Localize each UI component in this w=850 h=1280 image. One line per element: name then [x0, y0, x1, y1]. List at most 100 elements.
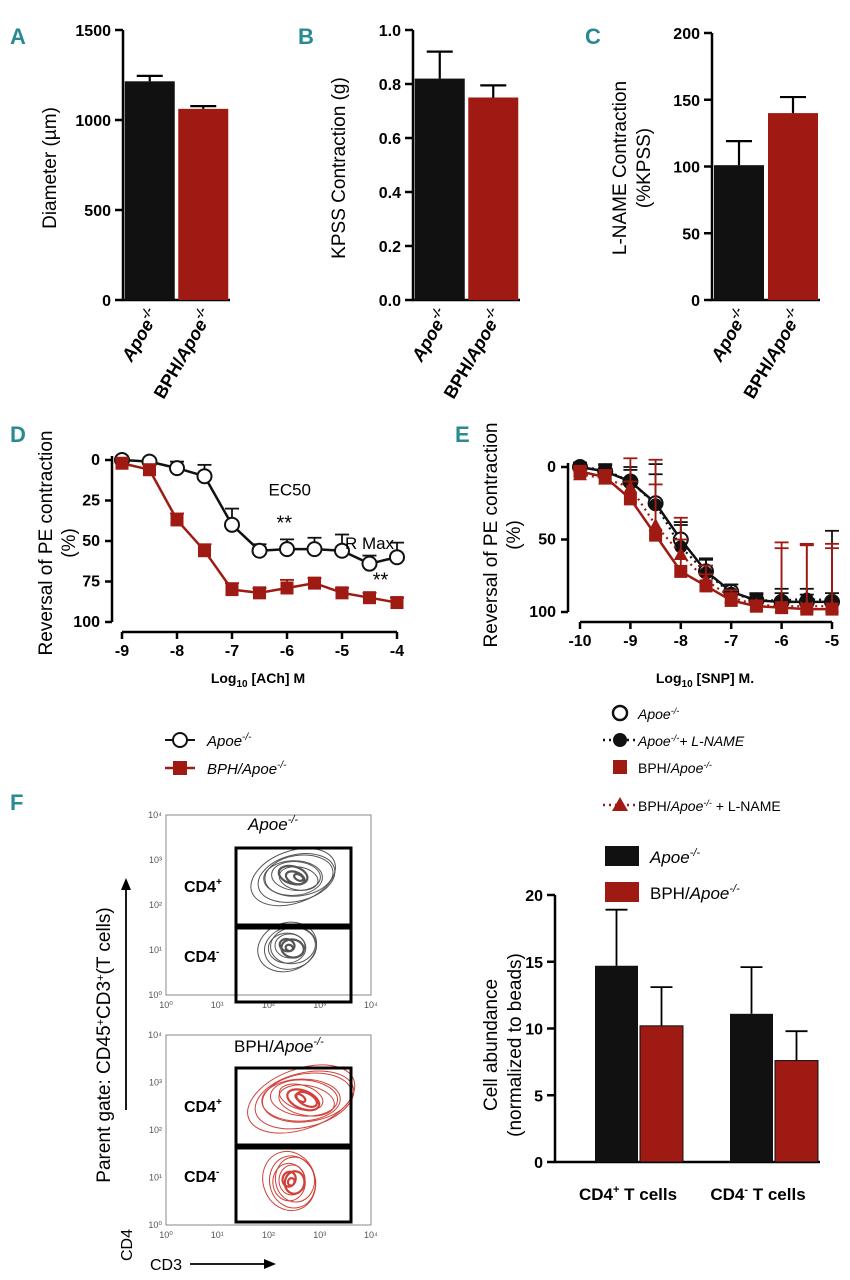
chart-c-category-1: BPH/Apoe-/-	[737, 304, 807, 402]
chart-b-ytick-label-0: 0.0	[379, 293, 401, 310]
flow-bottom-xtick-label-1: 10¹	[211, 1230, 224, 1240]
chart-e-series-3-point-7	[749, 597, 764, 611]
flow-bottom-title: BPH/Apoe-/-	[234, 1036, 324, 1056]
chart-d-series-1-point-2	[170, 513, 184, 527]
chart-d-series-1-point-6	[280, 581, 294, 595]
chart-e-series-3-point-3	[648, 518, 663, 531]
panel-letter-d: D	[10, 422, 26, 447]
flow-bottom-contour-1-5	[283, 1170, 306, 1195]
chart-d-series-0-point-2	[169, 460, 185, 477]
chart-e-series-3-point-2	[623, 480, 638, 494]
flow-bottom-gate-cd4neg	[234, 1146, 353, 1224]
panel-letter-e: E	[455, 422, 470, 447]
flow-top-contour-1-5	[280, 938, 305, 959]
chart-e-ylabel: Reversal of PE contraction	[481, 423, 502, 648]
chart-e-ylabel2: (%)	[504, 520, 525, 550]
chart-f-cat-cd4neg: CD4- T cells	[710, 1184, 805, 1204]
chart-a-bar-1	[178, 108, 229, 300]
flow-bottom-xtick-label-4: 10⁴	[364, 1230, 378, 1240]
chart-a-plot: 0 500 1000 1500 Apoe-/-BPH/Apoe-/-	[75, 23, 230, 402]
chart-f-bar-0-0	[595, 965, 638, 1162]
flow-bottom-gate-cd4pos	[234, 1066, 353, 1147]
flow-bottom-gate-cd4neg-label: CD4-	[184, 1167, 219, 1186]
legend-f-apoe-swatch	[605, 846, 639, 866]
chart-d-series-1-point-4	[225, 583, 239, 597]
flow-bottom-contour-0-7	[286, 1088, 321, 1112]
flow-top-contour-1-6	[278, 937, 296, 953]
chart-b-ytick-label-2: 0.4	[379, 185, 401, 202]
chart-d-xtick-label-3: -6	[280, 643, 294, 660]
chart-f-ytick-label-2: 10	[525, 1022, 543, 1039]
chart-b-kpss: 0.0 0.2 0.4 0.6 0.8 1.0 Apoe-/-BPH/Apoe-/- KPS…	[329, 23, 520, 402]
flow-x-arrow-head	[264, 1259, 276, 1269]
flow-top-title: Apoe-/-	[247, 814, 298, 834]
chart-e-series-3-point-1	[598, 471, 613, 485]
chart-d-ytick-label-3: 75	[82, 574, 100, 591]
flow-bottom-xtick-label-2: 10²	[262, 1230, 275, 1240]
chart-e-series-3-point-4	[673, 547, 688, 560]
chart-d-series-0-point-5	[251, 542, 268, 559]
chart-f-ylabel2: (normalized to beads)	[505, 953, 526, 1137]
chart-d-ach: 0 25 50 75 100 -9 -8 -7 -6 -5 -4 EC50 ** R Max ** Reve…	[36, 431, 405, 690]
chart-b-category-0: Apoe-/-	[405, 304, 454, 365]
chart-a-diameter: 0 500 1000 1500 Apoe-/-BPH/Apoe-/- Diameter …	[40, 23, 230, 402]
chart-d-series-line-1	[121, 462, 398, 604]
flow-y-axis-name: CD4	[119, 1229, 136, 1261]
chart-d-series-0-point-10	[389, 549, 405, 566]
chart-b-category-1: BPH/Apoe-/-	[437, 304, 507, 402]
chart-b-ytick-label-1: 0.2	[379, 239, 401, 256]
flow-top-contour-0-3	[263, 860, 323, 896]
chart-e-ytick-label-1: 50	[538, 532, 556, 549]
flow-top-contour-0-6	[277, 864, 309, 886]
legend-e-bph-label: BPH/Apoe-/-	[638, 760, 712, 776]
chart-e-xtick-label-1: -9	[623, 633, 637, 650]
flow-top-ytick-label-1: 10¹	[149, 945, 162, 955]
chart-f-ytick-label-3: 15	[525, 955, 543, 972]
flow-y-arrow-head	[121, 878, 131, 890]
chart-e-series-3-point-5	[699, 573, 713, 587]
chart-f-bar-1-1	[774, 1060, 819, 1163]
chart-e-xtick-label-0: -10	[568, 633, 591, 650]
chart-c-plot: 0 50 100 150 200 Apoe-/-BPH/Apoe-/-	[673, 26, 820, 402]
chart-d-ylabel2: (%)	[59, 528, 80, 558]
chart-d-series-0-point-6	[279, 541, 295, 558]
panel-letter-c: C	[585, 24, 601, 49]
flow-bottom-contour-0-0	[247, 1064, 356, 1134]
chart-e-series-2-point-2	[623, 492, 637, 506]
chart-d-series-0-point-3	[196, 468, 213, 485]
chart-d-legend: Apoe-/- BPH/Apoe-/-	[165, 732, 287, 778]
flow-top-contour-0-1	[257, 853, 336, 903]
flow-bottom-contour-0-4	[269, 1079, 339, 1117]
flow-parent-gate-label: Parent gate: CD45+CD3+(T cells)	[94, 907, 115, 1182]
chart-d-ytick-label-1: 25	[82, 493, 100, 510]
chart-f-legend: Apoe-/- BPH/Apoe-/-	[605, 846, 740, 903]
legend-d-bph-label: BPH/Apoe-/-	[207, 760, 287, 778]
chart-b-ytick-label-5: 1.0	[379, 23, 401, 40]
chart-d-ylabel: Reversal of PE contraction	[36, 431, 57, 656]
flow-top-contour-0-0	[250, 847, 336, 907]
legend-d-bph-marker	[173, 761, 187, 775]
flow-top-xtick-label-0: 10⁰	[159, 1000, 173, 1010]
chart-d-series-0-point-7	[306, 541, 323, 558]
chart-d-series-0-point-4	[224, 516, 240, 533]
chart-d-ytick-label-2: 50	[82, 533, 100, 550]
chart-d-series-1-point-8	[335, 586, 349, 600]
chart-a-ytick-label-1: 500	[84, 203, 111, 220]
panel-letter-a: A	[10, 24, 26, 49]
chart-f-ytick-label-4: 20	[525, 888, 543, 905]
flow-bottom-contour-0-5	[278, 1084, 335, 1117]
chart-b-ylabel: KPSS Contraction (g)	[329, 77, 350, 259]
chart-d-series-1-point-7	[308, 576, 321, 590]
chart-d-series-0-point-8	[334, 542, 350, 559]
flow-bottom-frame	[165, 1034, 372, 1226]
legend-f-bph-swatch	[605, 882, 639, 902]
chart-d-series-1-point-5	[253, 586, 266, 600]
panel-letter-b: B	[298, 24, 314, 49]
chart-d-annotation-3: **	[373, 569, 389, 591]
flow-top-ytick-label-3: 10³	[149, 855, 162, 865]
flow-top-contour-0-7	[284, 870, 306, 886]
chart-d-annotation-2: R Max	[345, 534, 395, 553]
flow-top-gate-cd4neg-label: CD4-	[184, 947, 219, 966]
chart-d-series-0-point-9	[361, 555, 378, 572]
